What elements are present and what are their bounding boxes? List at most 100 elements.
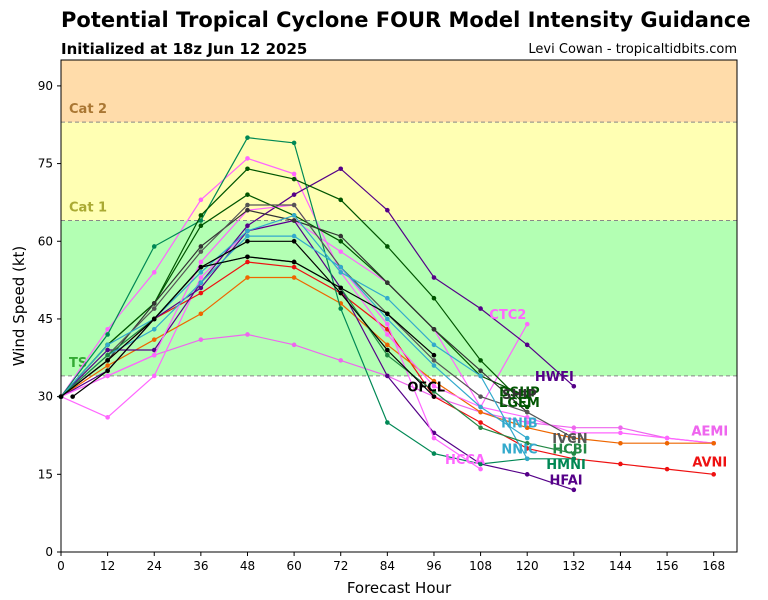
data-point [245, 332, 250, 337]
data-point [198, 290, 204, 296]
series-label: NNIB [501, 417, 538, 432]
series-label: HMNI [546, 458, 586, 473]
data-point [571, 487, 577, 493]
data-point [151, 352, 157, 358]
y-axis: 0 15 30 45 60 75 90 [38, 79, 61, 559]
data-point [478, 358, 483, 363]
data-point [151, 337, 157, 342]
data-point [385, 373, 390, 379]
data-point [291, 275, 297, 280]
data-point [524, 425, 530, 431]
chart-credit: Levi Cowan - tropicaltidbits.com [528, 42, 737, 57]
data-point [291, 264, 297, 270]
chart-title: Potential Tropical Cyclone FOUR Model In… [61, 8, 751, 32]
data-point [431, 451, 437, 456]
data-point [291, 171, 297, 177]
data-point [478, 368, 483, 374]
data-point [198, 218, 204, 223]
data-point [151, 316, 157, 322]
data-point [478, 466, 483, 472]
band-cat-2 [61, 60, 737, 123]
data-point [385, 280, 390, 285]
series-hcca [58, 202, 483, 472]
plot-frame [60, 59, 738, 553]
data-point [105, 415, 110, 420]
data-point [198, 259, 204, 265]
data-point [291, 342, 297, 348]
data-point [571, 451, 577, 456]
data-point [524, 472, 530, 477]
data-point [478, 425, 483, 431]
data-point [245, 202, 250, 208]
data-point [478, 394, 483, 399]
y-axis-label: Wind Speed (kt) [10, 246, 28, 367]
series-line [60, 204, 481, 470]
series-label: HCCA [445, 453, 485, 468]
data-point [431, 394, 437, 399]
data-point [198, 280, 204, 285]
data-point [338, 197, 344, 203]
data-point [291, 233, 297, 239]
x-tick-label: 72 [333, 559, 348, 573]
data-point [105, 363, 110, 368]
series-line [60, 204, 575, 439]
chart-subtitle: Initialized at 18z Jun 12 2025 [61, 40, 308, 58]
data-point [198, 270, 204, 275]
data-point [431, 358, 437, 363]
data-point [105, 358, 110, 363]
data-point [198, 311, 204, 317]
x-tick-label: 24 [147, 559, 162, 573]
data-point [664, 435, 670, 441]
data-point [198, 223, 204, 229]
series-unnamed-17 [58, 254, 437, 399]
data-point [105, 373, 110, 379]
band-below-ts [61, 375, 737, 552]
x-tick-label: 12 [100, 559, 115, 573]
data-point [524, 404, 530, 410]
data-point [524, 415, 530, 420]
data-point [431, 378, 437, 384]
data-point [385, 311, 390, 317]
data-point [571, 383, 577, 389]
series-label: NNIC [501, 442, 537, 457]
data-point [105, 327, 110, 332]
y-tick-label: 15 [38, 467, 53, 481]
data-point [245, 254, 250, 260]
data-point [524, 342, 530, 348]
y-tick-label: 60 [38, 234, 53, 248]
band-label: Cat 1 [69, 201, 107, 216]
x-tick-label: 156 [656, 559, 679, 573]
data-point [105, 347, 110, 353]
data-point [198, 275, 204, 280]
data-point [198, 285, 204, 291]
x-axis-label: Forecast Hour [347, 579, 452, 597]
data-point [385, 316, 390, 322]
data-point [198, 244, 204, 249]
data-point [245, 233, 250, 239]
data-point [431, 389, 437, 394]
data-point [291, 140, 297, 146]
data-point [151, 301, 157, 306]
series-label: AEMI [691, 424, 728, 439]
data-point [385, 347, 390, 353]
data-point [431, 435, 437, 441]
x-tick-label: 96 [426, 559, 441, 573]
series-line [60, 168, 575, 398]
data-point [338, 285, 344, 291]
data-point [478, 404, 483, 410]
data-point [431, 352, 437, 358]
data-point [431, 342, 437, 348]
data-point [385, 295, 390, 301]
y-tick-label: 30 [38, 390, 53, 404]
data-point [70, 394, 75, 399]
data-point [524, 420, 530, 425]
data-point [664, 466, 670, 472]
data-point [291, 218, 297, 223]
data-point [338, 249, 344, 254]
data-point [385, 352, 390, 358]
data-point [524, 394, 530, 399]
y-tick-label: 90 [38, 79, 53, 93]
data-point [524, 456, 530, 462]
